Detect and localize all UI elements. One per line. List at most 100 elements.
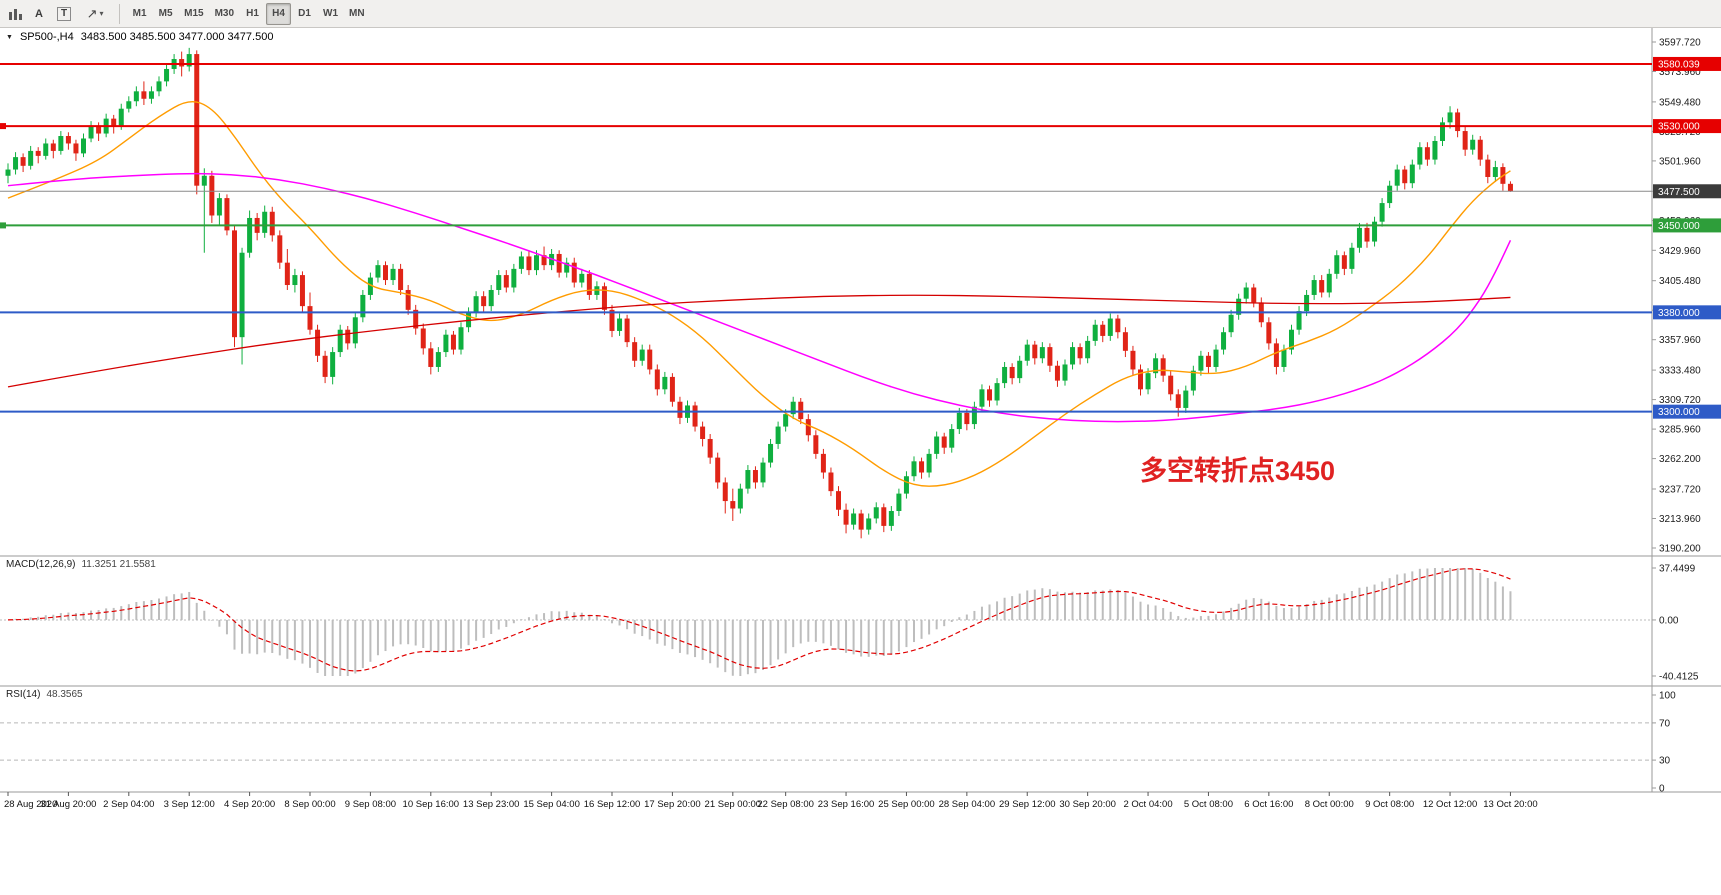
candle-body bbox=[299, 275, 305, 307]
timeframe-group: M1 M5 M15 M30 H1 H4 D1 W1 MN bbox=[127, 2, 370, 25]
candle-body bbox=[1379, 203, 1385, 222]
timeframe-button-m5[interactable]: M5 bbox=[153, 3, 178, 25]
candle-body bbox=[88, 126, 94, 139]
candle-body bbox=[1432, 140, 1438, 160]
candle-body bbox=[1092, 324, 1098, 341]
candle-body bbox=[964, 412, 970, 425]
price-tag: 3530.000 bbox=[1653, 119, 1721, 134]
dropdown-triangle-icon[interactable]: ▼ bbox=[6, 33, 13, 41]
timeframe-button-h4[interactable]: H4 bbox=[266, 2, 292, 25]
chart-bars-icon[interactable] bbox=[4, 3, 26, 25]
svg-text:3380.000: 3380.000 bbox=[1658, 308, 1700, 319]
candle-body bbox=[375, 265, 381, 278]
shapes-dropdown[interactable]: ↗ ▾ bbox=[78, 3, 112, 25]
candle-body bbox=[760, 462, 766, 483]
candle-body bbox=[1477, 139, 1483, 160]
candle-body bbox=[186, 54, 192, 67]
timeframe-button-w1[interactable]: W1 bbox=[318, 3, 343, 25]
candle-body bbox=[617, 318, 623, 331]
candle-body bbox=[383, 265, 388, 281]
candle-body bbox=[5, 169, 11, 176]
candle-body bbox=[730, 501, 736, 509]
candle-body bbox=[639, 349, 645, 361]
candle-body bbox=[292, 275, 298, 286]
candle-body bbox=[247, 217, 253, 253]
rsi-axis-label: 30 bbox=[1659, 756, 1671, 767]
candle-body bbox=[1507, 183, 1513, 192]
candle-body bbox=[534, 255, 539, 271]
time-label: 29 Sep 12:00 bbox=[999, 799, 1056, 810]
price-axis-label: 3573.960 bbox=[1659, 67, 1701, 78]
candle-body bbox=[873, 507, 879, 519]
candle-body bbox=[1221, 332, 1227, 350]
candle-body bbox=[330, 352, 336, 377]
candle-body bbox=[58, 136, 64, 151]
candle-body bbox=[1417, 147, 1423, 165]
candle-body bbox=[828, 472, 834, 492]
rsi-value: 48.3565 bbox=[46, 689, 83, 700]
price-tag: 3300.000 bbox=[1653, 404, 1721, 419]
candle-body bbox=[1024, 344, 1030, 361]
candle-body bbox=[337, 329, 343, 353]
candle-body bbox=[1326, 273, 1332, 293]
candle-body bbox=[1387, 185, 1393, 204]
candle-body bbox=[624, 318, 630, 343]
cursor-a-tool-button[interactable]: A bbox=[28, 3, 50, 25]
candle-body bbox=[1409, 164, 1415, 184]
timeframe-button-d1[interactable]: D1 bbox=[292, 3, 317, 25]
price-axis-label: 3549.480 bbox=[1659, 97, 1701, 108]
rsi-name: RSI(14) bbox=[6, 689, 41, 700]
candle-body bbox=[888, 510, 894, 526]
candle-body bbox=[1115, 318, 1121, 333]
candle-body bbox=[851, 513, 857, 525]
candle-body bbox=[858, 513, 864, 530]
macd-signal-line bbox=[7, 568, 1511, 672]
candle-body bbox=[1145, 373, 1151, 390]
time-label: 9 Sep 08:00 bbox=[345, 799, 396, 810]
candle-body bbox=[194, 54, 200, 186]
candle-body bbox=[783, 414, 789, 427]
svg-text:3477.500: 3477.500 bbox=[1658, 187, 1700, 198]
candle-body bbox=[322, 355, 328, 377]
rsi-indicator-label: RSI(14) 48.3565 bbox=[6, 689, 83, 700]
candle-body bbox=[503, 275, 509, 288]
timeframe-button-mn[interactable]: MN bbox=[344, 3, 370, 25]
candle-body bbox=[1440, 122, 1445, 141]
candle-body bbox=[35, 150, 41, 156]
candle-body bbox=[1190, 370, 1196, 391]
candle-body bbox=[1070, 347, 1076, 365]
time-label: 31 Aug 20:00 bbox=[40, 799, 96, 810]
price-tag: 3380.000 bbox=[1653, 305, 1721, 320]
hline-marker[interactable] bbox=[0, 123, 6, 130]
candle-body bbox=[805, 419, 811, 436]
time-label: 4 Sep 20:00 bbox=[224, 799, 275, 810]
candle-body bbox=[1341, 255, 1347, 269]
timeframe-button-h1[interactable]: H1 bbox=[240, 3, 265, 25]
candle-body bbox=[1183, 390, 1189, 408]
timeframe-button-m30[interactable]: M30 bbox=[210, 3, 239, 25]
annotation-text[interactable]: 多空转折点3450 bbox=[1140, 456, 1336, 486]
candle-body bbox=[1198, 355, 1204, 371]
candle-body bbox=[1168, 375, 1174, 395]
candle-body bbox=[896, 493, 902, 511]
candle-body bbox=[73, 143, 79, 154]
hline-marker[interactable] bbox=[0, 222, 6, 229]
candle-body bbox=[1017, 360, 1023, 379]
candle-body bbox=[1160, 358, 1166, 376]
time-label: 9 Oct 08:00 bbox=[1365, 799, 1414, 810]
timeframe-button-m15[interactable]: M15 bbox=[179, 3, 208, 25]
timeframe-button-m1[interactable]: M1 bbox=[127, 3, 152, 25]
candle-body bbox=[647, 349, 653, 370]
time-label: 8 Oct 00:00 bbox=[1305, 799, 1354, 810]
time-label: 23 Sep 16:00 bbox=[818, 799, 875, 810]
candle-body bbox=[28, 150, 34, 166]
candle-body bbox=[1153, 358, 1159, 374]
text-tool-button[interactable]: T bbox=[52, 3, 76, 25]
candle-body bbox=[435, 352, 441, 367]
price-axis-label: 3501.960 bbox=[1659, 156, 1701, 167]
candle-body bbox=[111, 118, 117, 127]
candle-body bbox=[820, 453, 826, 473]
candle-body bbox=[1334, 255, 1340, 274]
